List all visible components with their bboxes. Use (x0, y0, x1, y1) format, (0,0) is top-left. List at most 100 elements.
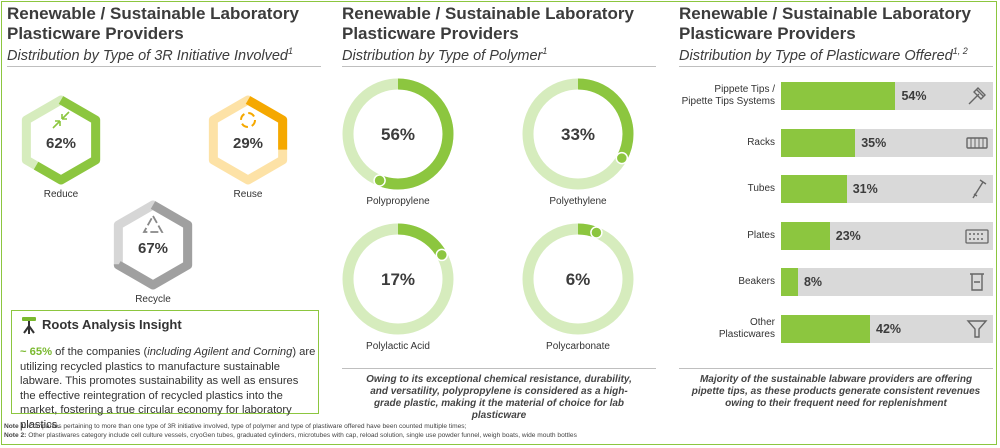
pipette-icon (968, 87, 986, 105)
bar-value-plates: 23% (835, 228, 861, 243)
panel3-subtitle: Distribution by Type of Plasticware Offe… (679, 46, 968, 64)
panel1-title-line1: Renewable / Sustainable Laboratory (7, 4, 299, 23)
donut-value-polyethylene: 33% (561, 125, 595, 144)
panel1-title-line2: Plasticware Providers (7, 24, 184, 43)
donut-knob-polylactic-acid (435, 248, 449, 262)
bar-value-tubes: 31% (852, 182, 878, 196)
panel3-note: Majority of the sustainable labware prov… (691, 374, 981, 409)
donut-arc-polylactic-acid (342, 223, 454, 335)
panel2-subtitle: Distribution by Type of Polymer1 (342, 46, 547, 64)
roots-logo-icon (22, 317, 36, 334)
panel2-subtitle-sup: 1 (542, 46, 548, 56)
donut-chart: 56% Polypropylene 33% Polyethylene 17% Polyla… (342, 78, 634, 352)
hex-label-recycle: Recycle (135, 294, 171, 305)
panel1-subtitle-text: Distribution by Type of 3R Initiative In… (7, 47, 289, 64)
panel-3r-initiative: Renewable / Sustainable Laboratory Plast… (3, 0, 325, 431)
hex-value-reduce: 62% (46, 135, 76, 152)
insight-box: Roots Analysis Insight ~ 65% of the comp… (11, 310, 319, 431)
bar-value-racks: 35% (861, 135, 887, 150)
bar-label-tubes: Tubes (747, 183, 775, 194)
hex-value-recycle: 67% (138, 240, 168, 257)
footnotes: Note 1: Companies pertaining to more tha… (4, 422, 577, 440)
donut-value-polylactic-acid: 17% (381, 270, 415, 289)
panel2-note-rule (342, 368, 656, 369)
panel2-note: Owing to its exceptional chemical resist… (366, 374, 632, 421)
panel-polymer: Renewable / Sustainable Laboratory Plast… (338, 0, 660, 421)
donut-arc-polypropylene (342, 78, 454, 190)
bar-value-beakers: 8% (803, 275, 823, 289)
footnote-1: Note 1: Companies pertaining to more tha… (4, 422, 577, 431)
insight-text-a: of the companies ( (52, 346, 148, 358)
panel3-subtitle-sup: 1, 2 (952, 46, 968, 56)
bar-label-other-plasticwares: Other Plasticwares (718, 316, 775, 340)
donut-label-polyethylene: Polyethylene (549, 196, 607, 207)
donut-label-polypropylene: Polypropylene (366, 196, 430, 207)
hex-value-reuse: 29% (233, 135, 263, 152)
panel3-title-line1: Renewable / Sustainable Laboratory (679, 4, 971, 23)
bar-tubes (781, 175, 847, 203)
bar-track-beakers (781, 268, 993, 296)
bar-value-other-plasticwares: 42% (876, 321, 902, 336)
donut-label-polylactic-acid: Polylactic Acid (366, 341, 430, 352)
bar-label-pippete-tips-pipette-tips-systems: Pippete Tips / Pipette Tips Systems (681, 84, 775, 107)
insight-title: Roots Analysis Insight (42, 317, 182, 332)
bar-label-beakers: Beakers (738, 276, 775, 287)
footnote-1-label: Note 1: (4, 423, 27, 430)
panel2-title: Renewable / Sustainable Laboratory Plast… (342, 4, 634, 44)
hex-chart: 62% Reduce 29% Reuse 67% Recycle (21, 95, 288, 305)
donut-label-polycarbonate: Polycarbonate (546, 341, 610, 352)
panel3-title: Renewable / Sustainable Laboratory Plast… (679, 4, 971, 44)
panel1-subtitle-sup: 1 (288, 46, 294, 56)
panel3-title-line2: Plasticware Providers (679, 24, 856, 43)
hex-label-reduce: Reduce (44, 189, 79, 200)
donut-value-polypropylene: 56% (381, 125, 415, 144)
recycle-icon (142, 214, 164, 233)
reuse-cycle-icon (240, 112, 256, 128)
panel2-subtitle-text: Distribution by Type of Polymer (342, 47, 543, 64)
beaker-icon (970, 273, 984, 291)
donut-arc-polycarbonate (522, 223, 634, 335)
hex-progress-recycle (113, 200, 193, 290)
bar-plates (781, 221, 830, 250)
insight-text-b: ) are utilizing recycled plastics to man… (20, 346, 316, 431)
bar-value-pippete-tips-pipette-tips-systems: 54% (901, 89, 927, 103)
donut-knob-polyethylene (615, 151, 629, 165)
footnote-2: Note 2: Other plastiwares category inclu… (4, 431, 577, 440)
insight-text: ~ 65% of the companies (including Agilen… (20, 345, 316, 432)
donut-knob-polycarbonate (590, 226, 603, 239)
panel-plasticware: Renewable / Sustainable Laboratory Plast… (675, 0, 997, 418)
tube-icon (972, 179, 987, 199)
bar-racks (781, 128, 856, 157)
bar-beakers (781, 268, 798, 296)
compress-arrows-icon (52, 111, 70, 129)
footnote-1-text: Companies pertaining to more than one ty… (26, 423, 467, 430)
hex-label-reuse: Reuse (234, 189, 263, 200)
hex-progress-reduce (21, 95, 101, 185)
bar-other-plasticwares (781, 314, 871, 343)
panel3-rule (679, 66, 993, 67)
bar-pippete-tips-pipette-tips-systems (781, 82, 896, 110)
bar-label-racks: Racks (747, 136, 775, 148)
footnote-2-text: Other plastiwares category include cell … (26, 432, 577, 439)
donut-value-polycarbonate: 6% (566, 270, 591, 289)
donut-arc-polyethylene (522, 78, 634, 190)
footnote-2-label: Note 2: (4, 432, 27, 439)
plate-icon (965, 228, 989, 244)
panel1-rule (7, 66, 321, 67)
insight-italic: including Agilent and Corning (147, 346, 293, 358)
panel2-title-line2: Plasticware Providers (342, 24, 519, 43)
bar-chart: Pippete Tips / Pipette Tips Systems 54% Rac… (675, 0, 997, 366)
panel2-title-line1: Renewable / Sustainable Laboratory (342, 4, 634, 23)
panel3-subtitle-text: Distribution by Type of Plasticware Offe… (679, 47, 953, 64)
panel1-subtitle: Distribution by Type of 3R Initiative In… (7, 46, 293, 64)
panel2-rule (342, 66, 656, 67)
rack-icon (966, 136, 988, 149)
panel3-note-rule (679, 368, 993, 369)
panel1-title: Renewable / Sustainable Laboratory Plast… (7, 4, 299, 44)
bar-label-plates: Plates (747, 229, 775, 241)
hex-progress-reuse (208, 95, 288, 185)
funnel-icon (966, 319, 988, 338)
donut-knob-polypropylene (373, 174, 386, 187)
insight-highlight: ~ 65% (20, 346, 53, 358)
